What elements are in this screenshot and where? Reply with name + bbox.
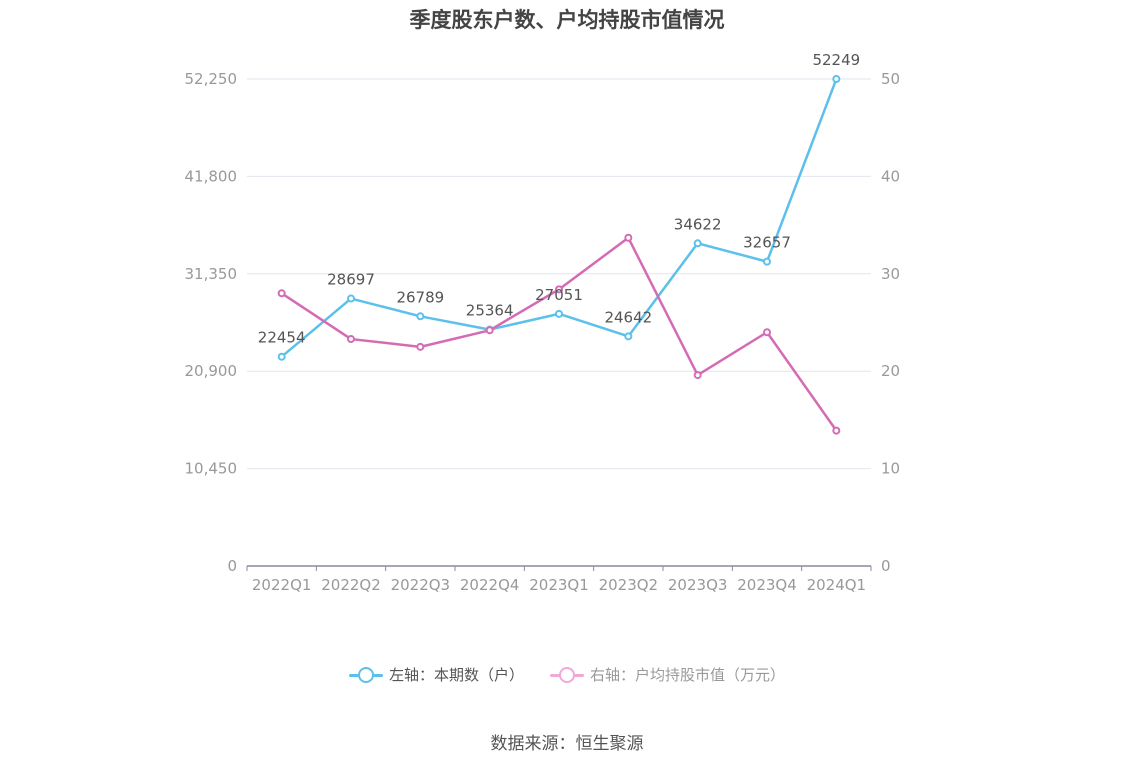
series-line-right [280, 236, 838, 432]
data-label: 28697 [327, 271, 375, 289]
series-layer [277, 75, 841, 435]
data-point-left[interactable] [763, 257, 771, 266]
data-point-right[interactable] [624, 233, 633, 242]
legend: 左轴：本期数（户） 右轴：户均持股市值（万元） [0, 664, 1134, 685]
legend-label-right: 右轴：户均持股市值（万元） [590, 666, 786, 684]
data-point-right[interactable] [485, 326, 494, 335]
x-tick-label: 2023Q2 [599, 576, 659, 594]
data-label: 52249 [812, 51, 860, 69]
y-right-tick-label: 30 [881, 265, 900, 283]
data-source: 数据来源：恒生聚源 [490, 734, 644, 754]
y-left-tick-label: 31,350 [185, 265, 238, 283]
y-left-tick-label: 0 [227, 557, 237, 575]
y-right-tick-label: 40 [881, 167, 900, 185]
data-label: 24642 [604, 308, 652, 326]
data-point-left[interactable] [832, 75, 841, 84]
y-right-tick-label: 20 [881, 362, 900, 380]
legend-marker-left [348, 666, 383, 684]
y-left-tick-label: 41,800 [185, 167, 238, 185]
chart-title: 季度股东户数、户均持股市值情况 [409, 8, 725, 32]
y-left-tick-label: 10,450 [185, 460, 238, 478]
data-point-left[interactable] [555, 309, 563, 318]
legend-marker-right [550, 666, 584, 684]
label-layer: 22454 28697 26789 25364 27051 24642 34622 32657… [258, 51, 860, 347]
data-label: 26789 [396, 288, 444, 306]
legend-label-left: 左轴：本期数（户） [388, 666, 524, 684]
data-point-right[interactable] [277, 289, 286, 298]
data-label: 22454 [258, 329, 306, 347]
data-label: 25364 [466, 302, 514, 320]
data-point-right[interactable] [416, 342, 425, 351]
data-point-left[interactable] [277, 352, 286, 361]
data-point-right[interactable] [555, 285, 563, 294]
data-point-right[interactable] [832, 426, 841, 435]
x-tick-label: 2023Q1 [529, 576, 589, 594]
data-point-left[interactable] [347, 294, 355, 303]
y-right-tick-label: 50 [881, 70, 900, 88]
grid-layer [247, 78, 871, 470]
data-point-right[interactable] [693, 371, 702, 380]
x-tick-label: 2022Q4 [460, 576, 520, 594]
legend-item-left-series[interactable]: 左轴：本期数（户） [348, 664, 524, 685]
data-label: 34622 [674, 215, 722, 233]
legend-item-right-series[interactable]: 右轴：户均持股市值（万元） [550, 664, 785, 685]
y-left-tick-label: 20,900 [185, 362, 238, 380]
data-point-right[interactable] [347, 335, 355, 344]
data-point-left[interactable] [416, 312, 425, 321]
data-point-left[interactable] [624, 332, 633, 341]
data-point-left[interactable] [693, 239, 702, 248]
x-tick-label: 2022Q2 [321, 576, 381, 594]
x-tick-label: 2024Q1 [807, 576, 867, 594]
data-label: 27051 [535, 286, 583, 304]
x-tick-label: 2023Q4 [737, 576, 797, 594]
x-tick-label: 2022Q3 [391, 576, 451, 594]
y-right-tick-label: 10 [881, 460, 900, 478]
x-tick-label: 2022Q1 [252, 576, 312, 594]
y-left-tick-label: 52,250 [185, 70, 238, 88]
x-tick-label: 2023Q3 [668, 576, 728, 594]
axis-layer: 0 0 10,450 10 20,900 20 31,350 30 41,800 40 52,250… [185, 70, 901, 594]
y-right-tick-label: 0 [881, 557, 891, 575]
data-point-right[interactable] [763, 328, 771, 337]
data-label: 32657 [743, 234, 791, 252]
